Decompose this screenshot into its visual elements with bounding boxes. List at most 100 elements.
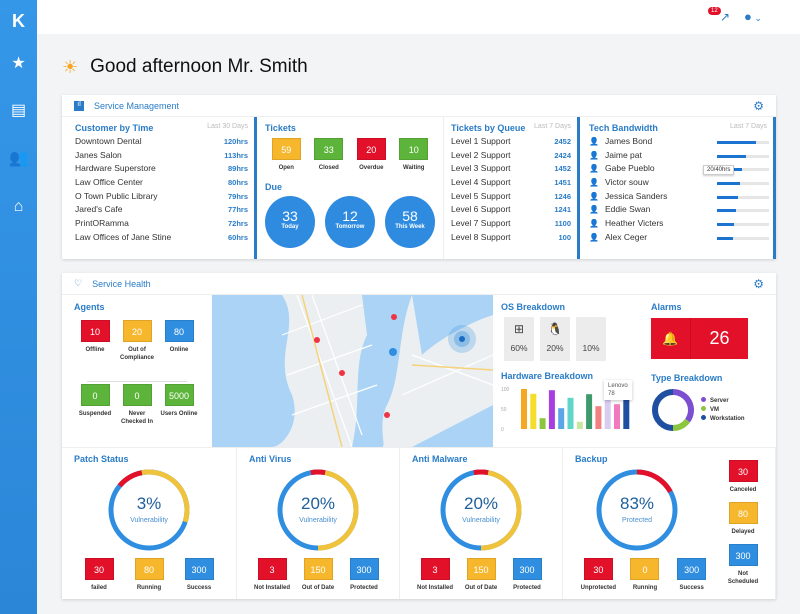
tech-row[interactable]: 👤 Jessica Sanders: [589, 190, 769, 204]
bandwidth-bar: [717, 236, 769, 240]
map[interactable]: [212, 295, 493, 447]
bandwidth-bar: [717, 195, 769, 199]
status-tile[interactable]: 10 Offline: [74, 320, 116, 362]
status-tile[interactable]: 33 Closed: [311, 138, 347, 172]
user-menu-button[interactable]: ● ⌄: [744, 9, 762, 24]
donut-ring: [596, 469, 678, 551]
list-item[interactable]: Janes Salon 113hrs: [75, 149, 248, 163]
tech-row[interactable]: 👤 Eddie Swan: [589, 203, 769, 217]
tech-row[interactable]: 👤 Jaime pat: [589, 149, 769, 163]
status-tile[interactable]: 59 Open: [268, 138, 304, 172]
status-tile[interactable]: 150 Out of Date: [298, 558, 338, 592]
hardware-bar[interactable]: [595, 406, 602, 429]
os-tile[interactable]: 10%: [576, 317, 606, 361]
list-item[interactable]: Level 2 Support 2424: [451, 149, 571, 163]
hardware-bar[interactable]: [539, 418, 546, 429]
status-tile[interactable]: 10 Waiting: [396, 138, 432, 172]
map-location-marker[interactable]: [459, 336, 465, 342]
status-tile[interactable]: 150 Out of Date: [461, 558, 501, 592]
status-tile[interactable]: 80 Running: [129, 558, 169, 592]
tech-row[interactable]: 👤 Victor souw: [589, 176, 769, 190]
list-item[interactable]: Law Office Center 80hrs: [75, 176, 248, 190]
section-title: Customer by Time: [75, 123, 154, 133]
status-donut[interactable]: 20% Vulnerability: [276, 468, 360, 552]
donut-slice[interactable]: [672, 389, 694, 423]
tech-row[interactable]: 👤 Heather Victers: [589, 217, 769, 231]
list-item[interactable]: Downtown Dental 120hrs: [75, 135, 248, 149]
alarms-widget[interactable]: 🔔 26: [651, 318, 748, 359]
map-location-marker[interactable]: [389, 348, 397, 356]
list-item[interactable]: Level 5 Support 1246: [451, 190, 571, 204]
tech-row[interactable]: 👤 Alex Ceger: [589, 231, 769, 245]
status-tile[interactable]: 30 Unprotected: [578, 558, 618, 592]
status-tile[interactable]: 300 Protected: [507, 558, 547, 592]
tech-row[interactable]: 👤 Gabe Pueblo: [589, 162, 769, 176]
status-tile[interactable]: 30 Canceled: [723, 460, 763, 494]
item-name: Law Office Center: [75, 177, 143, 188]
home-icon[interactable]: ⌂: [13, 198, 24, 215]
status-tile[interactable]: 3 Not Installed: [415, 558, 455, 592]
donut-slice[interactable]: [672, 418, 690, 431]
section-title: Anti Virus: [249, 454, 292, 464]
status-tile[interactable]: 3 Not Installed: [252, 558, 292, 592]
hardware-bar[interactable]: [530, 393, 537, 429]
list-item[interactable]: Level 7 Support 1100: [451, 217, 571, 231]
person-icon: 👤: [589, 178, 599, 188]
list-item[interactable]: O Town Public Library 79hrs: [75, 190, 248, 204]
section-title: Patch Status: [74, 454, 129, 464]
hardware-bar[interactable]: [558, 408, 565, 429]
donut-percent: 3%: [136, 494, 162, 513]
status-tile[interactable]: 30 failed: [79, 558, 119, 592]
logo-icon[interactable]: K: [12, 11, 25, 31]
tech-row[interactable]: 👤 James Bond: [589, 135, 769, 149]
list-item[interactable]: Level 6 Support 1241: [451, 203, 571, 217]
status-tile[interactable]: 300 Protected: [344, 558, 384, 592]
hardware-bar[interactable]: [521, 389, 527, 429]
list-item[interactable]: Level 1 Support 2452: [451, 135, 571, 149]
status-tile[interactable]: 0 Never Checked In: [116, 384, 158, 426]
item-value: 1241: [554, 205, 571, 215]
status-tile[interactable]: 0 Running: [625, 558, 665, 592]
gear-icon[interactable]: ⚙: [753, 99, 764, 113]
status-tile[interactable]: 5000 Users Online: [158, 384, 200, 426]
type-donut-chart: [652, 389, 694, 431]
status-donut[interactable]: 3% Vulnerability: [107, 468, 191, 552]
document-icon[interactable]: ▤: [10, 102, 27, 119]
star-icon[interactable]: ★: [11, 55, 26, 72]
status-donut[interactable]: 20% Vulnerability: [439, 468, 523, 552]
gear-icon[interactable]: ⚙: [753, 277, 764, 291]
hardware-bar[interactable]: [548, 390, 555, 429]
list-item[interactable]: Jared's Cafe 77hrs: [75, 203, 248, 217]
list-item[interactable]: Level 8 Support 100: [451, 231, 571, 245]
status-tile[interactable]: 20 Out of Compliance: [116, 320, 158, 362]
tile-value: 5000: [164, 384, 194, 406]
notifications-button[interactable]: 12 ↗: [708, 7, 732, 24]
list-item[interactable]: Law Offices of Jane Stine 60hrs: [75, 231, 248, 245]
due-circle[interactable]: 12 Tomorrow: [325, 196, 375, 248]
list-item[interactable]: Hardware Superstore 89hrs: [75, 162, 248, 176]
list-item[interactable]: PrintORamma 72hrs: [75, 217, 248, 231]
status-tile[interactable]: 300 Success: [179, 558, 219, 592]
due-circle[interactable]: 33 Today: [265, 196, 315, 248]
status-tile[interactable]: 20 Overdue: [353, 138, 389, 172]
status-tile[interactable]: 80 Online: [158, 320, 200, 362]
due-circle[interactable]: 58 This Week: [385, 196, 435, 248]
status-tile[interactable]: 300 Not Scheduled: [723, 544, 763, 586]
status-tile[interactable]: 300 Success: [672, 558, 712, 592]
status-donut[interactable]: 83% Protected: [595, 468, 679, 552]
status-tile[interactable]: 0 Suspended: [74, 384, 116, 426]
hardware-bar[interactable]: [576, 421, 583, 429]
hardware-bar[interactable]: [567, 397, 574, 429]
hardware-bar[interactable]: [604, 390, 611, 429]
hardware-bar[interactable]: [586, 394, 593, 429]
os-tile[interactable]: 🐧 20%: [540, 317, 570, 361]
users-icon[interactable]: 👥: [9, 150, 29, 167]
donut-slice[interactable]: [652, 389, 674, 431]
hardware-bar[interactable]: [623, 397, 630, 429]
list-item[interactable]: Level 3 Support 1452: [451, 162, 571, 176]
status-tile[interactable]: 80 Delayed: [723, 502, 763, 536]
map-pin[interactable]: [391, 314, 397, 320]
hardware-bar[interactable]: [614, 404, 620, 429]
list-item[interactable]: Level 4 Support 1451: [451, 176, 571, 190]
os-tile[interactable]: ⊞ 60%: [504, 317, 534, 361]
